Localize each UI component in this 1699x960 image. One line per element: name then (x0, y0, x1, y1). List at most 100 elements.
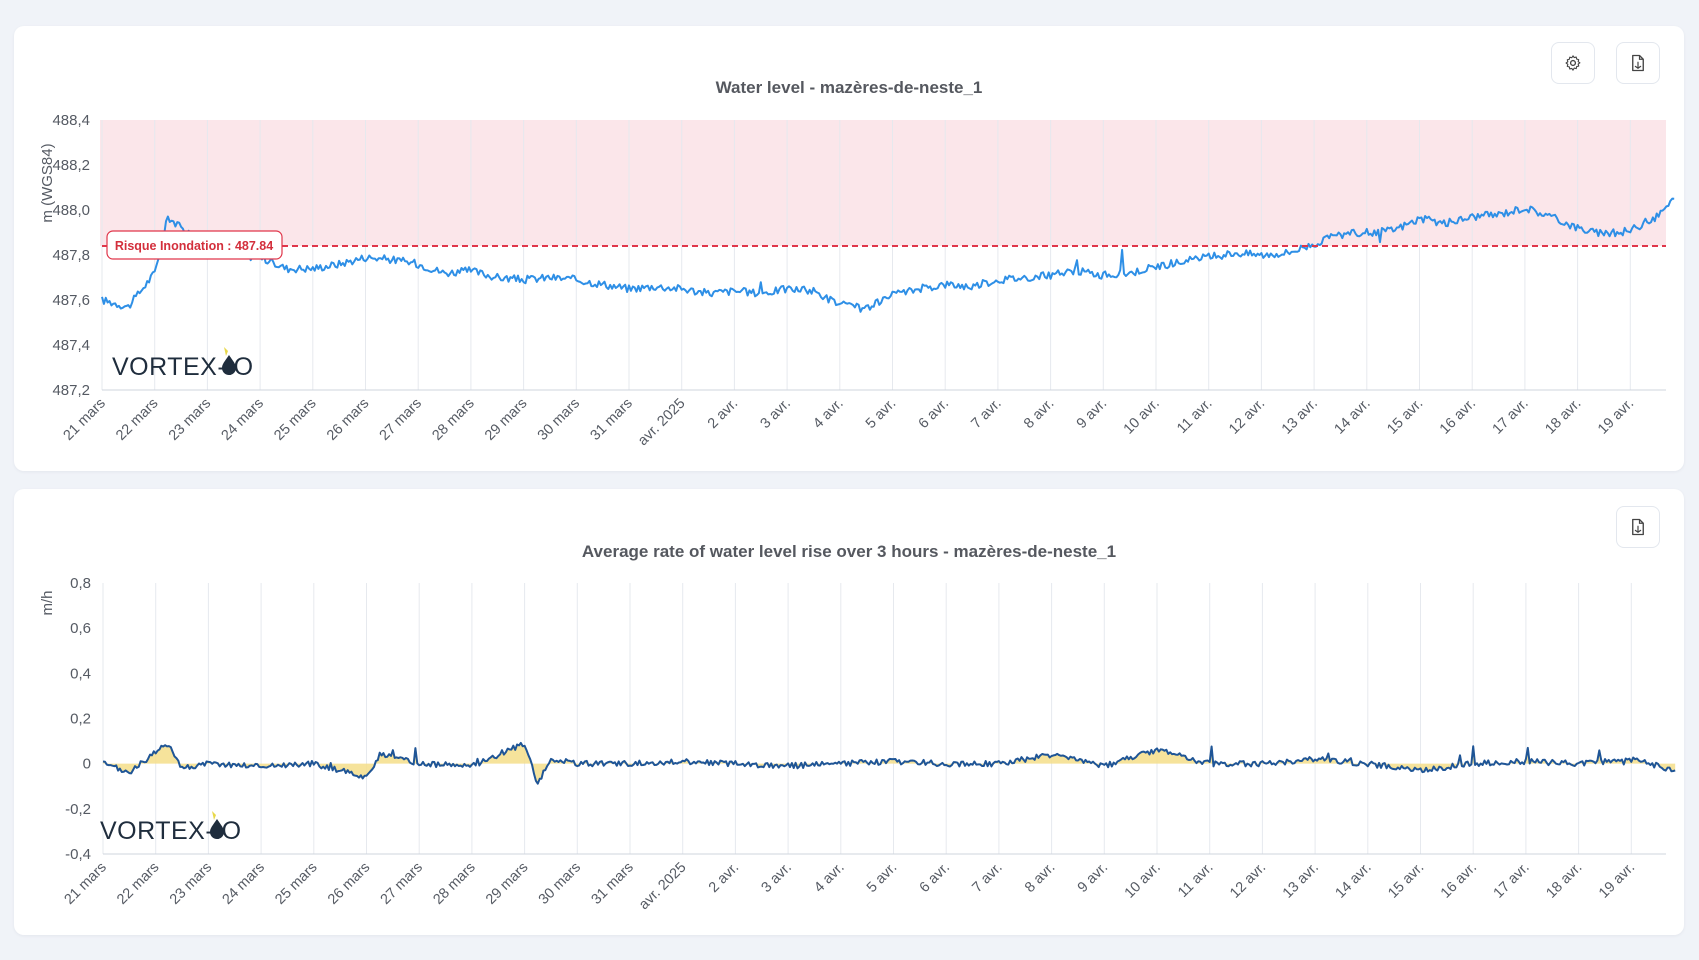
x-tick-label: 24 mars (220, 860, 268, 908)
x-tick-label: 23 mars (166, 396, 214, 444)
x-tick-label: 29 mars (482, 396, 530, 444)
x-tick-label: 6 avr. (917, 860, 953, 896)
x-tick-label: 29 mars (483, 860, 531, 908)
vortex-io-logo: VORTEX-IO (112, 347, 253, 381)
x-tick-label: 28 mars (429, 396, 477, 444)
x-tick-label: 15 avr. (1384, 396, 1426, 438)
rise-rate-card: Average rate of water level rise over 3 … (14, 489, 1684, 935)
rise-rate-area (103, 742, 1676, 784)
x-tick-label: 9 avr. (1075, 860, 1111, 896)
y-tick-labels: 0,8 0,6 0,4 0,2 0 -0,2 -0,4 (65, 575, 91, 863)
y-tick-label: 488,4 (52, 112, 90, 129)
x-tick-label: 8 avr. (1021, 396, 1057, 432)
x-tick-label: 12 avr. (1227, 860, 1269, 902)
gear-icon (1565, 55, 1581, 71)
export-button[interactable] (1616, 42, 1660, 84)
x-tick-label: 28 mars (430, 860, 478, 908)
water-level-series-line (101, 197, 1675, 313)
x-tick-labels: 21 mars 22 mars 23 mars 24 mars 25 mars 26 ma… (60, 396, 1637, 450)
x-tick-label: 5 avr. (863, 396, 899, 432)
vortex-io-logo: VORTEX-IO (100, 811, 241, 845)
chart-title: Water level - mazères-de-neste_1 (716, 78, 983, 97)
x-tick-label: 8 avr. (1022, 860, 1058, 896)
y-tick-label: -0,4 (65, 846, 91, 863)
x-tick-label: 23 mars (167, 860, 215, 908)
y-tick-label: 0,6 (70, 620, 91, 637)
y-tick-label: 487,8 (52, 247, 90, 264)
file-export-icon (1632, 54, 1644, 72)
y-tick-label: 487,6 (52, 292, 90, 309)
x-tick-label: 27 mars (377, 396, 425, 444)
y-tick-label: 0,8 (70, 575, 91, 592)
x-tick-label: 26 mars (325, 860, 373, 908)
x-tick-label: 17 avr. (1491, 860, 1533, 902)
water-level-card: Water level - mazères-de-neste_1 m (WGS8… (14, 26, 1684, 471)
x-tick-label: 10 avr. (1121, 396, 1163, 438)
y-tick-label: 0,4 (70, 665, 91, 682)
x-tick-label: 3 avr. (759, 860, 795, 896)
x-tick-label: 7 avr. (968, 396, 1004, 432)
x-tick-label: 2 avr. (706, 860, 742, 896)
x-tick-label: 4 avr. (811, 860, 847, 896)
rise-rate-series-line (102, 741, 1676, 785)
chart-title: Average rate of water level rise over 3 … (582, 542, 1116, 561)
x-tick-label: 26 mars (324, 396, 372, 444)
threshold-badge: Risque Inondation : 487.84 (106, 230, 283, 260)
y-tick-label: -0,2 (65, 801, 91, 818)
x-tick-label: 25 mars (271, 396, 319, 444)
x-tick-label: 11 avr. (1175, 860, 1216, 901)
rise-rate-chart: Average rate of water level rise over 3 … (39, 542, 1676, 914)
x-tick-label: 19 avr. (1596, 860, 1638, 902)
x-tick-label: 22 mars (113, 396, 161, 444)
x-tick-label: 10 avr. (1122, 860, 1164, 902)
threshold-label: Risque Inondation : 487.84 (115, 239, 273, 253)
x-tick-label: 18 avr. (1543, 860, 1585, 902)
x-tick-label: avr. 2025 (635, 396, 689, 450)
x-tick-label: 13 avr. (1280, 860, 1322, 902)
x-tick-label: 21 mars (61, 860, 109, 908)
x-tick-label: 14 avr. (1332, 396, 1374, 438)
x-tick-label: 18 avr. (1542, 396, 1584, 438)
x-tick-label: 30 mars (535, 396, 583, 444)
x-tick-label: 9 avr. (1074, 396, 1110, 432)
x-tick-label: 11 avr. (1174, 396, 1215, 437)
x-tick-label: 31 mars (587, 396, 635, 444)
y-tick-label: 0,2 (70, 711, 91, 728)
y-tick-label: 488,2 (52, 157, 90, 174)
x-tick-label: 25 mars (272, 860, 320, 908)
x-tick-label: 24 mars (219, 396, 267, 444)
x-tick-label: 31 mars (588, 860, 636, 908)
flood-risk-zone (100, 120, 1666, 246)
x-tick-label: 6 avr. (916, 396, 952, 432)
settings-button[interactable] (1551, 42, 1595, 84)
y-axis-label: m/h (39, 590, 56, 615)
x-tick-label: 4 avr. (810, 396, 846, 432)
x-tick-label: 21 mars (60, 396, 108, 444)
x-tick-label: 3 avr. (758, 396, 794, 432)
x-tick-labels: 21 mars 22 mars 23 mars 24 mars 25 mars 26 ma… (61, 860, 1638, 914)
y-axis-label: m (WGS84) (39, 143, 56, 222)
gridlines (101, 120, 1666, 391)
x-tick-label: 12 avr. (1226, 396, 1268, 438)
y-tick-label: 0 (83, 756, 91, 773)
gridlines (102, 583, 1666, 855)
y-tick-label: 487,4 (52, 337, 90, 354)
x-tick-label: 13 avr. (1279, 396, 1321, 438)
y-tick-label: 487,2 (52, 382, 90, 399)
x-tick-label: 27 mars (378, 860, 426, 908)
x-tick-label: avr. 2025 (636, 860, 690, 914)
x-tick-label: 17 avr. (1490, 396, 1532, 438)
export-button[interactable] (1616, 506, 1660, 548)
x-tick-label: 5 avr. (864, 860, 900, 896)
x-tick-label: 19 avr. (1595, 396, 1637, 438)
x-tick-label: 16 avr. (1438, 860, 1480, 902)
file-export-icon (1632, 518, 1644, 536)
x-tick-label: 15 avr. (1385, 860, 1427, 902)
x-tick-label: 7 avr. (969, 860, 1005, 896)
x-tick-label: 2 avr. (705, 396, 741, 432)
y-tick-label: 488,0 (52, 202, 90, 219)
y-tick-labels: 488,4 488,2 488,0 487,8 487,6 487,4 487,2 (52, 112, 90, 399)
x-tick-label: 14 avr. (1333, 860, 1375, 902)
water-level-chart: Water level - mazères-de-neste_1 m (WGS8… (39, 78, 1675, 450)
x-tick-label: 22 mars (114, 860, 162, 908)
